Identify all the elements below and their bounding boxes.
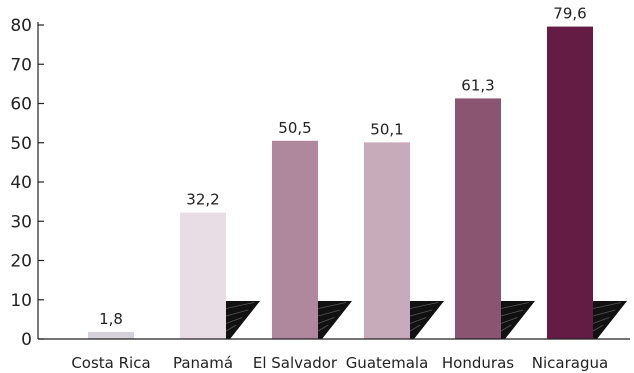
bar <box>88 331 134 339</box>
bar-shadow-stripe <box>592 309 616 317</box>
bars: 1,8 32,2 50,5 50,1 61,3 79,6 <box>88 5 627 340</box>
bar-shadow-stripe <box>500 317 518 324</box>
category-label: Nicaragua <box>532 354 608 372</box>
x-axis: Costa Rica Panamá El Salvador Guatemala Hond… <box>38 338 630 372</box>
category-label: Panamá <box>173 354 233 372</box>
bar-shadow-wedge <box>501 301 535 339</box>
y-tick-label: 10 <box>10 291 32 311</box>
y-tick-label: 0 <box>21 330 32 350</box>
y-tick-label: 40 <box>10 173 32 193</box>
bar-shadow-stripe <box>592 317 610 324</box>
bar <box>364 142 410 339</box>
bar-shadow-stripe <box>225 317 243 324</box>
category-label: Honduras <box>442 354 514 372</box>
bar-shadow-stripe <box>225 309 249 317</box>
bar-shadow-stripe <box>500 324 512 332</box>
bar-shadow-stripe <box>409 309 433 317</box>
data-label: 32,2 <box>186 191 219 209</box>
data-label: 50,1 <box>370 120 403 138</box>
y-tick-label: 60 <box>10 95 32 115</box>
bar-shadow-stripe <box>317 302 347 309</box>
data-label: 50,5 <box>278 119 311 137</box>
bar <box>547 26 593 339</box>
data-label: 79,6 <box>553 5 586 23</box>
bar-shadow-stripe <box>317 309 341 317</box>
y-axis: 0 10 20 30 40 50 60 70 80 <box>10 16 44 350</box>
y-tick-label: 50 <box>10 134 32 154</box>
bar-shadow-stripe <box>592 324 604 332</box>
bar-shadow-stripe <box>409 317 427 324</box>
bar-shadow-wedge <box>410 301 444 339</box>
y-tick-label: 80 <box>10 16 32 36</box>
category-label: El Salvador <box>253 354 338 372</box>
bar-shadow-stripe <box>409 324 421 332</box>
bar-shadow-stripe <box>317 324 329 332</box>
y-tick-label: 20 <box>10 252 32 272</box>
bar-shadow-stripe <box>500 302 530 309</box>
bar-shadow-wedge <box>226 301 260 339</box>
bar-shadow-wedge <box>318 301 352 339</box>
bar-shadow-stripe <box>409 302 439 309</box>
y-tick-label: 70 <box>10 55 32 75</box>
category-label: Guatemala <box>346 354 429 372</box>
bar-shadow-stripe <box>500 309 524 317</box>
bar-shadow-stripe <box>225 302 255 309</box>
data-label: 1,8 <box>99 310 123 328</box>
bar-shadow-stripe <box>317 317 335 324</box>
bar <box>272 140 318 339</box>
bar-shadow-wedge <box>593 301 627 339</box>
data-label: 61,3 <box>461 76 494 94</box>
bar <box>455 98 501 340</box>
bar-shadow-stripe <box>225 324 237 332</box>
bar <box>180 212 226 339</box>
category-label: Costa Rica <box>71 354 150 372</box>
y-tick-label: 30 <box>10 212 32 232</box>
bar-shadow-stripe <box>592 302 622 309</box>
